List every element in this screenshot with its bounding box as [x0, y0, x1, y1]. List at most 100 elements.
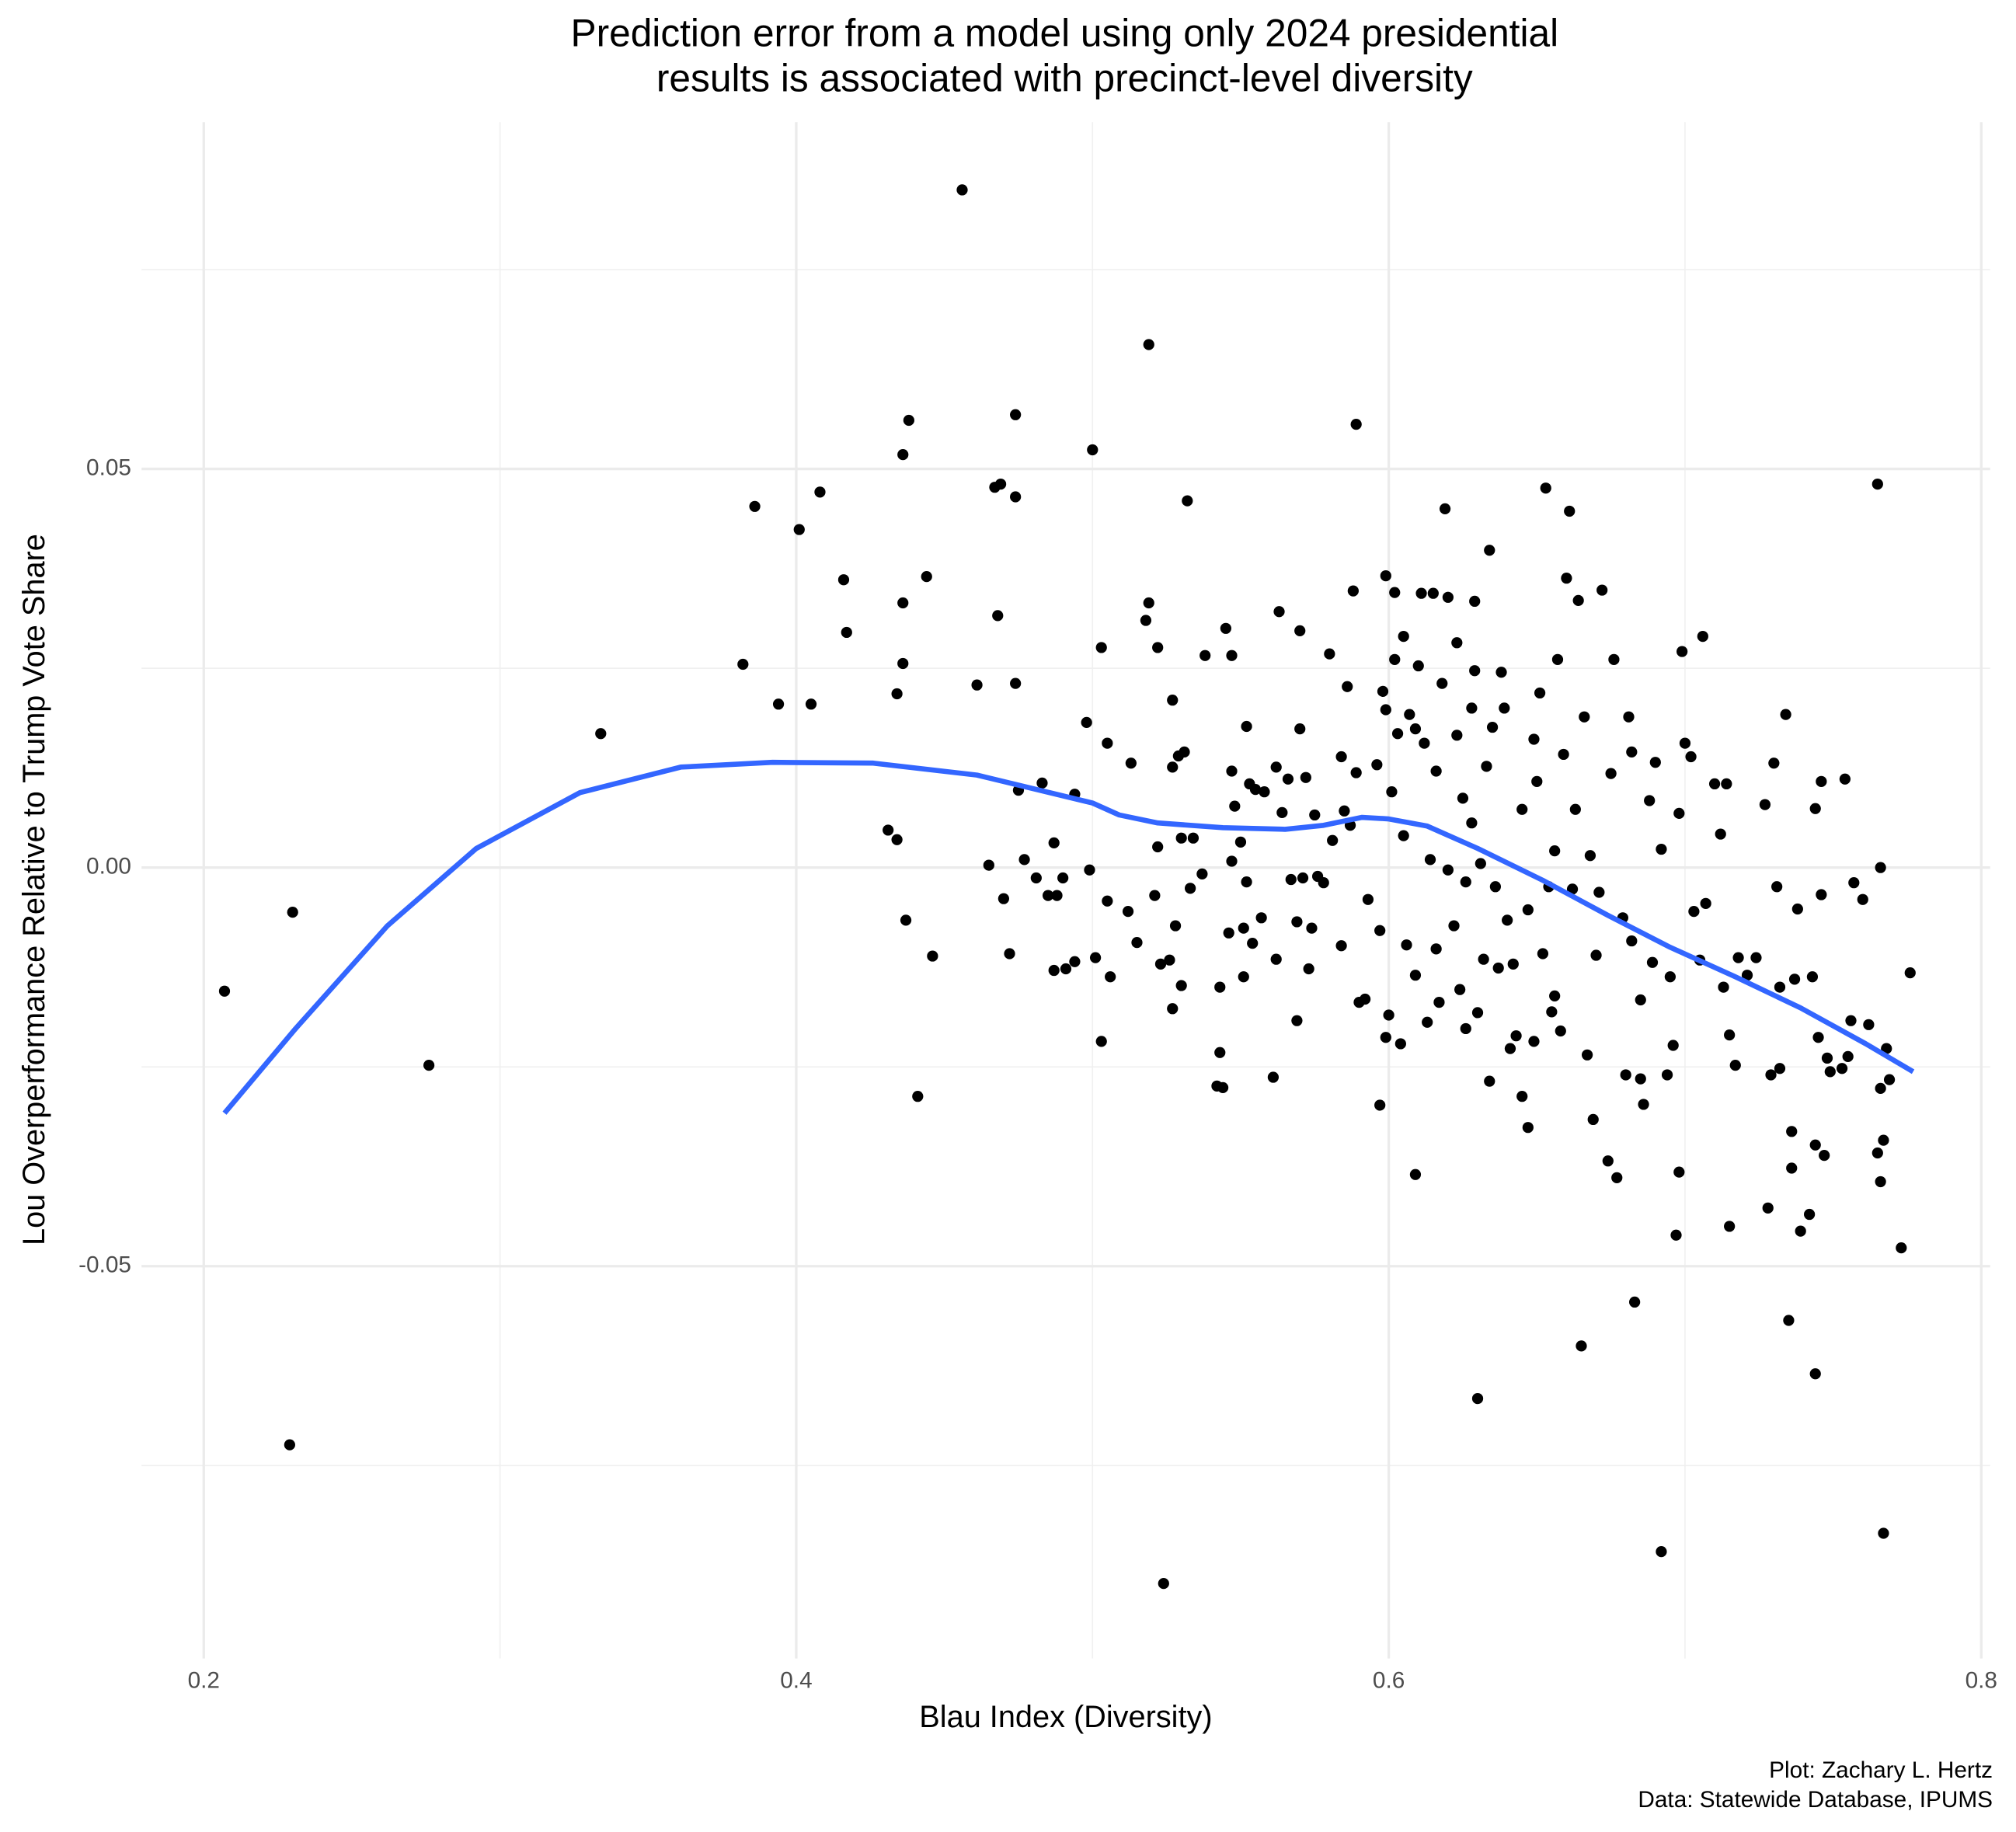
- data-point: [1371, 759, 1383, 771]
- data-point: [1374, 925, 1386, 936]
- data-point: [1644, 795, 1656, 806]
- data-point: [1154, 958, 1167, 970]
- data-point: [1285, 873, 1297, 886]
- data-point: [897, 657, 909, 670]
- data-point: [1350, 767, 1362, 778]
- data-point: [1531, 775, 1543, 787]
- data-point: [1715, 828, 1726, 840]
- data-point: [1095, 1036, 1107, 1047]
- data-point: [1422, 1016, 1433, 1028]
- data-point: [1460, 876, 1471, 888]
- data-point: [1105, 971, 1116, 983]
- data-point: [1819, 1149, 1830, 1162]
- caption: Plot: Zachary L. Hertz: [1769, 1757, 1993, 1783]
- data-point: [1587, 1113, 1599, 1126]
- data-point: [1404, 709, 1415, 720]
- data-point: [1774, 1063, 1786, 1074]
- data-point: [1821, 1052, 1833, 1064]
- data-point: [1768, 758, 1780, 769]
- data-point: [1475, 858, 1486, 869]
- data-point: [1809, 1139, 1821, 1151]
- data-point: [1238, 971, 1249, 983]
- data-point: [1454, 984, 1466, 995]
- data-point: [1581, 1049, 1593, 1061]
- chart-title: results is associated with precinct-leve…: [656, 56, 1473, 99]
- data-point: [1466, 702, 1478, 714]
- data-point: [1635, 1073, 1646, 1085]
- data-point: [1836, 1063, 1848, 1074]
- data-point: [900, 914, 912, 926]
- data-point: [1241, 876, 1252, 888]
- data-point: [1795, 1225, 1806, 1237]
- data-point: [1540, 482, 1551, 494]
- data-point: [287, 907, 298, 918]
- data-point: [1492, 962, 1504, 974]
- data-point: [1791, 903, 1803, 915]
- data-point: [1140, 615, 1152, 626]
- data-point: [1149, 890, 1161, 901]
- data-point: [1267, 1071, 1280, 1083]
- data-point: [1741, 970, 1753, 981]
- data-point: [1419, 737, 1430, 749]
- data-point: [1646, 956, 1659, 968]
- data-point: [1143, 339, 1154, 350]
- data-point: [1780, 709, 1791, 720]
- data-point: [1324, 648, 1335, 660]
- data-point: [1673, 807, 1685, 819]
- data-point: [1010, 409, 1022, 420]
- data-point: [1626, 746, 1638, 758]
- data-point: [1896, 1242, 1907, 1254]
- data-point: [1300, 771, 1311, 783]
- data-point: [971, 679, 983, 691]
- data-point: [1167, 695, 1179, 706]
- data-point: [1528, 1036, 1540, 1047]
- chart-title: Prediction error from a model using only…: [570, 11, 1558, 54]
- data-point: [1448, 920, 1460, 932]
- data-point: [1845, 1015, 1857, 1026]
- data-point: [1812, 1032, 1824, 1043]
- data-point: [1255, 912, 1267, 924]
- data-point: [1048, 837, 1060, 848]
- data-point: [1558, 748, 1569, 761]
- data-point: [1196, 868, 1208, 879]
- data-point: [1484, 545, 1495, 556]
- data-point: [1051, 890, 1063, 901]
- data-point: [1335, 940, 1347, 952]
- data-point: [1398, 630, 1409, 643]
- data-point: [1241, 720, 1252, 733]
- data-point: [891, 834, 903, 845]
- plot-area: [218, 184, 1916, 1590]
- data-point: [1656, 1545, 1667, 1558]
- data-point: [1131, 937, 1143, 949]
- data-point: [1143, 597, 1154, 609]
- data-point: [1042, 890, 1054, 901]
- data-point: [1223, 927, 1234, 939]
- data-point: [793, 524, 805, 535]
- data-point: [1433, 996, 1445, 1008]
- data-point: [1495, 667, 1507, 678]
- data-point: [1167, 761, 1179, 773]
- data-point: [1774, 981, 1786, 993]
- y-axis-title: Lou Overperformance Relative to Trump Vo…: [17, 534, 51, 1245]
- data-point: [927, 950, 938, 962]
- data-point: [1439, 503, 1451, 515]
- data-point: [1276, 806, 1288, 818]
- data-point: [1430, 765, 1442, 777]
- data-point: [1409, 723, 1422, 735]
- data-point: [1380, 569, 1391, 582]
- data-point: [1729, 1060, 1741, 1071]
- data-point: [1786, 1162, 1798, 1174]
- data-point: [897, 597, 909, 609]
- data-point: [1590, 949, 1602, 961]
- data-point: [1409, 1169, 1422, 1180]
- data-point: [1510, 1030, 1522, 1042]
- data-point: [1125, 758, 1137, 769]
- data-point: [1471, 1007, 1484, 1019]
- data-point: [1169, 920, 1182, 932]
- data-point: [1765, 1069, 1777, 1081]
- data-point: [1294, 625, 1306, 637]
- data-point: [1048, 964, 1060, 977]
- data-point: [1670, 1229, 1682, 1241]
- data-point: [1839, 773, 1851, 785]
- data-point: [1904, 967, 1916, 979]
